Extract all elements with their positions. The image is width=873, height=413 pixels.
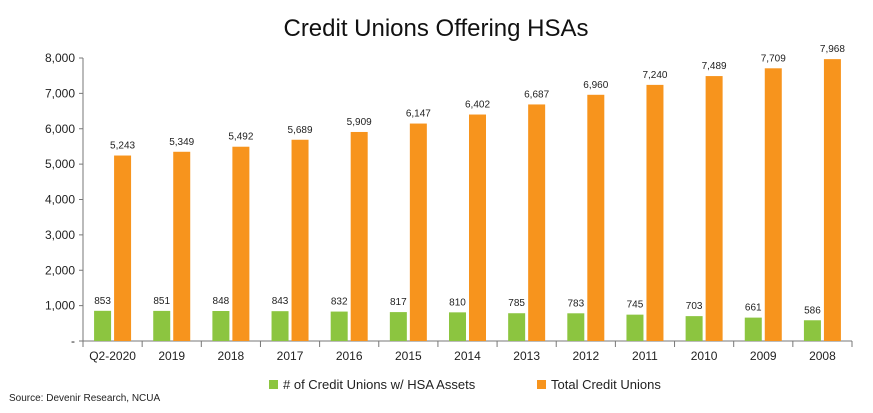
bar-total-credit-unions: [646, 84, 664, 341]
bar-hsa-credit-unions: [271, 311, 289, 341]
x-tick-label: 2014: [454, 349, 481, 363]
x-tick-label: 2016: [336, 349, 363, 363]
bar-hsa-credit-unions: [330, 311, 348, 341]
x-tick-label: Q2-2020: [89, 349, 136, 363]
x-tick-label: 2008: [809, 349, 836, 363]
y-tick-label: 6,000: [45, 122, 75, 136]
bar-total-credit-unions: [764, 68, 782, 341]
x-tick-label: 2011: [632, 349, 658, 363]
data-label-hsa: 703: [686, 301, 703, 312]
bar-total-credit-unions: [587, 94, 605, 341]
x-tick-label: 2009: [750, 349, 777, 363]
bar-hsa-credit-unions: [508, 313, 526, 341]
data-label-total: 6,687: [524, 89, 549, 100]
data-label-total: 5,349: [169, 137, 194, 148]
y-tick-label: 8,000: [45, 51, 75, 65]
y-tick-label: 3,000: [45, 228, 75, 242]
data-label-total: 6,960: [583, 80, 608, 91]
bar-hsa-credit-unions: [685, 316, 703, 341]
y-tick-label: -: [71, 334, 75, 348]
bar-total-credit-unions: [469, 114, 486, 341]
x-tick-label: 2019: [158, 349, 185, 363]
legend-swatch-hsa: [269, 380, 278, 389]
data-label-total: 5,909: [347, 117, 372, 128]
data-label-total: 6,147: [406, 109, 431, 120]
bar-total-credit-unions: [232, 146, 250, 341]
data-label-hsa: 853: [94, 296, 111, 307]
legend: # of Credit Unions w/ HSA Assets Total Cr…: [269, 377, 661, 392]
legend-label-hsa: # of Credit Unions w/ HSA Assets: [283, 377, 476, 392]
chart-title: Credit Unions Offering HSAs: [283, 15, 588, 42]
x-tick-label: 2013: [513, 349, 540, 363]
data-label-total: 5,492: [228, 132, 253, 143]
data-label-hsa: 832: [331, 297, 348, 308]
bar-hsa-credit-unions: [94, 310, 112, 341]
bar-hsa-credit-unions: [744, 317, 762, 341]
source-note: Source: Devenir Research, NCUA: [9, 393, 160, 404]
bar-hsa-credit-unions: [803, 320, 821, 341]
x-tick-label: 2015: [395, 349, 422, 363]
bar-hsa-credit-unions: [449, 312, 466, 341]
x-axis: Q2-2020 2019 2018 2017 2016 2015 2014 2013 2012 2…: [82, 340, 853, 363]
data-label-hsa: 843: [272, 296, 289, 307]
y-tick-label: 1,000: [45, 299, 75, 313]
data-label-hsa: 817: [390, 297, 407, 308]
bar-total-credit-unions: [409, 123, 427, 342]
x-tick-label: 2012: [572, 349, 599, 363]
x-tick-label: 2017: [277, 349, 304, 363]
data-label-hsa: 745: [627, 300, 644, 311]
data-label-total: 6,402: [465, 100, 490, 111]
bar-hsa-credit-unions: [567, 313, 585, 341]
legend-label-total: Total Credit Unions: [551, 377, 661, 392]
data-label-hsa: 810: [449, 297, 466, 308]
bars: [94, 59, 841, 342]
data-label-hsa: 661: [745, 303, 762, 314]
y-tick-label: 4,000: [45, 193, 75, 207]
y-tick-label: 5,000: [45, 157, 75, 171]
data-label-total: 5,689: [288, 125, 313, 136]
data-label-hsa: 785: [508, 298, 525, 309]
data-label-total: 7,489: [702, 61, 727, 72]
bar-total-credit-unions: [705, 76, 723, 341]
data-label-total: 7,968: [820, 44, 845, 55]
data-label-hsa: 848: [213, 296, 230, 307]
bar-hsa-credit-unions: [153, 310, 171, 341]
data-label-total: 5,243: [110, 141, 135, 152]
bar-hsa-credit-unions: [212, 311, 230, 341]
x-tick-label: 2018: [218, 349, 245, 363]
data-label-total: 7,240: [642, 70, 667, 81]
y-tick-label: 2,000: [45, 263, 75, 277]
x-tick-label: 2010: [691, 349, 718, 363]
bar-hsa-credit-unions: [389, 312, 407, 341]
bar-hsa-credit-unions: [626, 314, 644, 341]
bar-total-credit-unions: [823, 59, 841, 342]
data-label-hsa: 586: [804, 305, 821, 316]
data-label-total: 7,709: [761, 53, 786, 64]
legend-swatch-total: [537, 380, 546, 389]
y-axis: - 1,000 2,000 3,000 4,000 5,000 6,000 7,000 8,00…: [45, 51, 84, 348]
bar-total-credit-unions: [528, 104, 546, 341]
y-tick-label: 7,000: [45, 86, 75, 100]
bar-total-credit-unions: [350, 131, 368, 341]
bar-total-credit-unions: [291, 139, 309, 341]
data-labels: 853 5,243 851 5,349 848 5,492 843 5,689 832 5,909…: [94, 44, 845, 316]
bar-total-credit-unions: [114, 155, 132, 341]
data-label-hsa: 783: [567, 298, 584, 309]
bar-total-credit-unions: [173, 151, 191, 341]
data-label-hsa: 851: [153, 296, 170, 307]
